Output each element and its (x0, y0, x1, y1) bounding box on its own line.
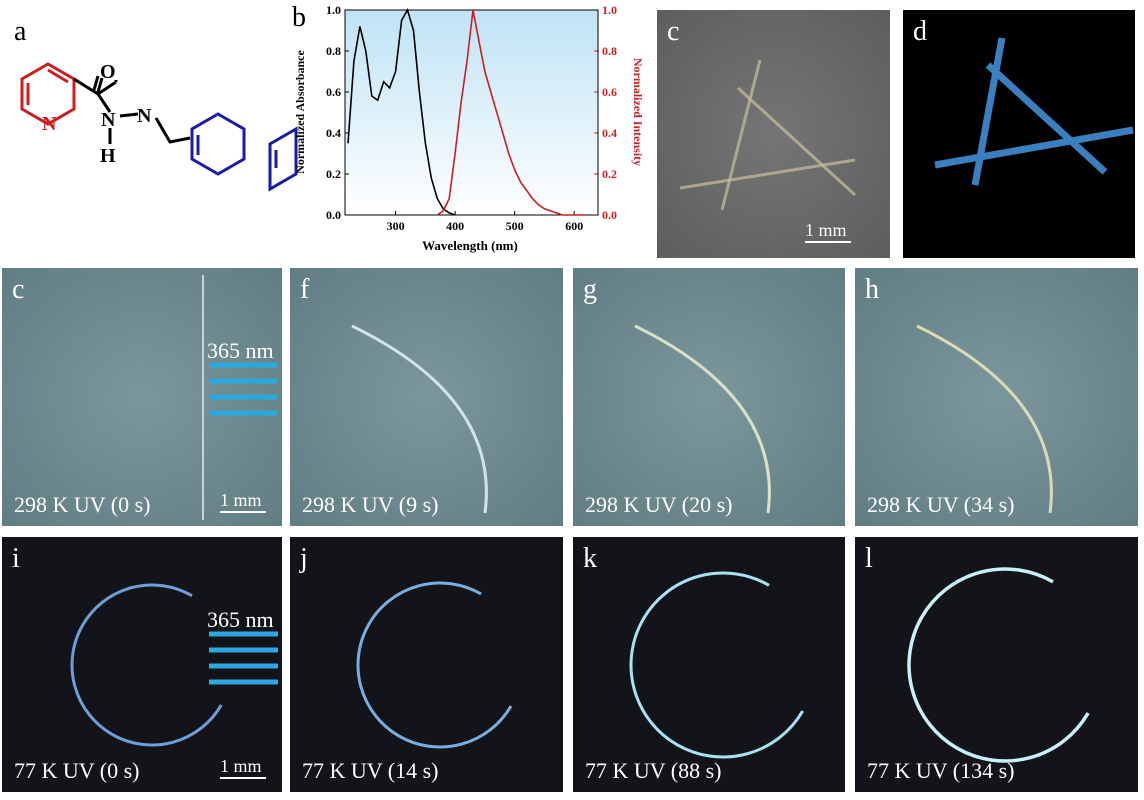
caption: 298 K UV (9 s) (302, 492, 438, 517)
panel-label: l (865, 543, 873, 574)
caption: 77 K UV (88 s) (585, 758, 721, 783)
y2-tick-label: 0.4 (602, 126, 617, 140)
crystal (907, 567, 1090, 763)
x-tick-label: 300 (387, 219, 405, 233)
photo (855, 268, 1138, 526)
crystal (629, 571, 804, 759)
crystal (634, 324, 771, 514)
caption: 298 K UV (34 s) (867, 492, 1014, 517)
y-axis-title: Normalized Absorbance (293, 49, 307, 173)
y2-tick-label: 1.0 (602, 3, 617, 17)
crystal (916, 324, 1053, 514)
y-tick-label: 0.6 (326, 85, 341, 99)
panel-label: g (583, 274, 597, 305)
panel-label: h (865, 274, 879, 305)
caption: 298 K UV (0 s) (14, 492, 150, 517)
photo-panels: c 1 mm d c 298 K UV (0 s) 365 nm 1 mm f 298 K UV… (2, 10, 1138, 792)
photo (573, 537, 845, 792)
caption: 298 K UV (20 s) (585, 492, 732, 517)
atom: N (137, 105, 152, 127)
crystal (351, 324, 488, 514)
panel-label: f (300, 274, 310, 305)
y-tick-label: 1.0 (326, 3, 341, 17)
panel-label: b (292, 2, 306, 33)
crystal (934, 126, 1134, 169)
crystal (971, 37, 1006, 186)
panel-label: j (299, 543, 308, 574)
crystal (720, 59, 762, 211)
y-tick-label: 0.2 (326, 167, 341, 181)
atom: N (42, 113, 57, 135)
x-tick-label: 400 (446, 219, 464, 233)
atom: O (100, 61, 116, 83)
data-line (436, 9, 587, 216)
plot-frame (344, 9, 599, 216)
atom: N (101, 109, 116, 131)
y2-axis-title: Normalized Intensity (631, 58, 645, 166)
caption: 77 K UV (134 s) (867, 758, 1014, 783)
scale-label: 1 mm (220, 490, 262, 510)
photo (855, 537, 1138, 792)
x-axis-title: Wavelength (nm) (422, 238, 518, 253)
photo (290, 268, 563, 526)
panel-label: d (913, 16, 927, 47)
panel-label: i (12, 543, 20, 574)
x-tick-label: 600 (565, 219, 583, 233)
structure (20, 62, 298, 192)
caption: 77 K UV (0 s) (14, 758, 139, 783)
panel-label: k (583, 543, 597, 574)
scale-label: 1 mm (805, 220, 847, 240)
y2-tick-label: 0.6 (602, 85, 617, 99)
y-tick-label: 0.8 (326, 44, 341, 58)
photo (573, 268, 845, 526)
excitation-label: 365 nm (207, 338, 274, 363)
crystal (736, 86, 857, 197)
photo (290, 537, 563, 792)
scale-label: 1 mm (220, 756, 262, 776)
crystal (70, 583, 223, 747)
panel-label: c (12, 274, 24, 305)
crystal (679, 158, 856, 190)
panel-label: c (667, 16, 679, 47)
photo (657, 10, 890, 258)
crystal (356, 581, 513, 749)
y-tick-label: 0.0 (326, 208, 341, 222)
caption: 77 K UV (14 s) (302, 758, 438, 783)
panel-label: a (14, 16, 27, 47)
y2-tick-label: 0.2 (602, 167, 617, 181)
y2-tick-label: 0.0 (602, 208, 617, 222)
excitation-label: 365 nm (207, 607, 274, 632)
atom: H (100, 145, 116, 167)
x-tick-label: 500 (506, 219, 524, 233)
y2-tick-label: 0.8 (602, 44, 617, 58)
crystal (985, 62, 1108, 175)
plot-background (345, 10, 598, 215)
data-line (347, 7, 456, 216)
y-tick-label: 0.4 (326, 126, 341, 140)
